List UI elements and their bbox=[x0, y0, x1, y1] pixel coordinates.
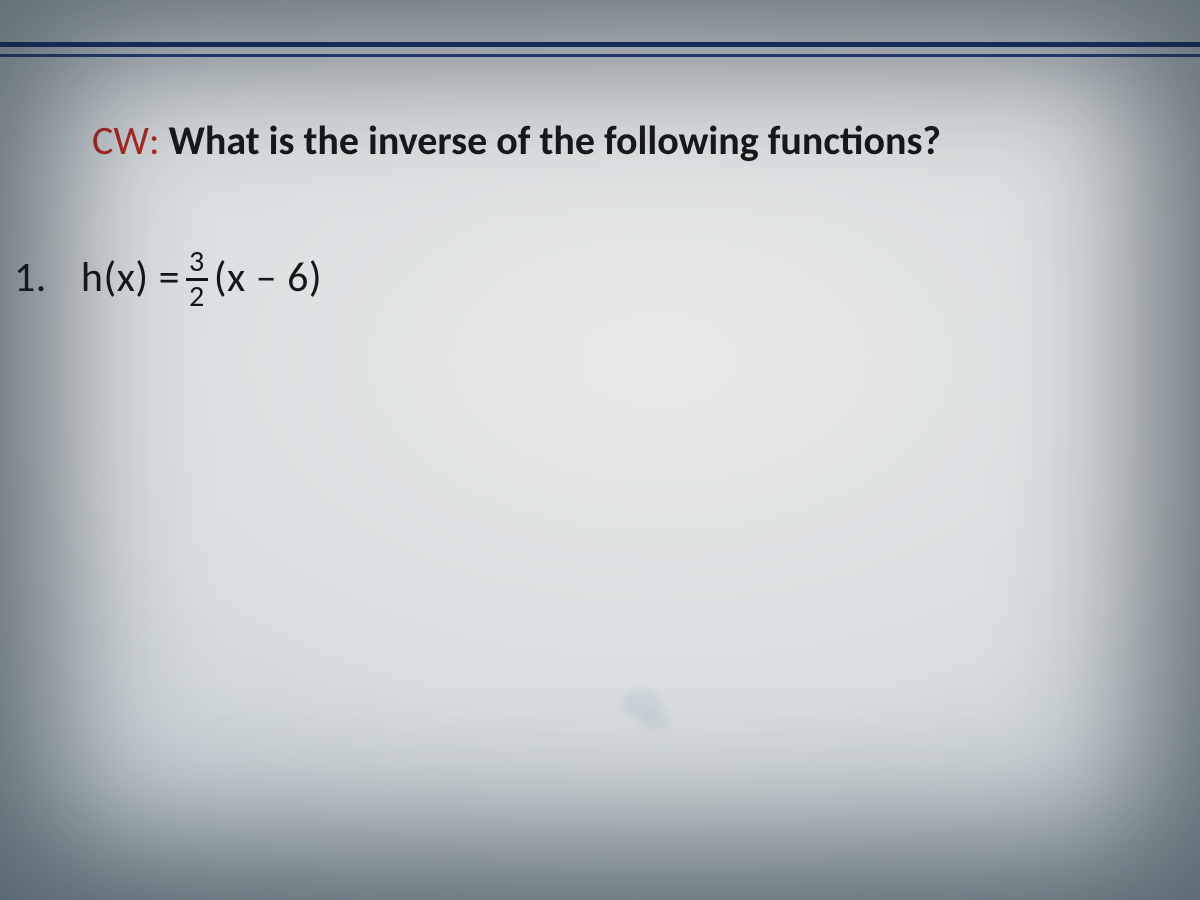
fraction-denominator: 2 bbox=[186, 281, 208, 313]
horizontal-rule-2 bbox=[0, 54, 1200, 57]
worksheet-title: CW: What is the inverse of the following… bbox=[92, 118, 941, 164]
equation-rhs: (x – 6) bbox=[214, 252, 322, 303]
problem-equation: h(x) = 3 2 (x – 6) bbox=[81, 244, 322, 310]
title-question: What is the inverse of the following fun… bbox=[160, 116, 941, 165]
problem-1: 1. h(x) = 3 2 (x – 6) bbox=[14, 244, 322, 310]
screen-smudge bbox=[640, 710, 670, 730]
fraction: 3 2 bbox=[186, 246, 208, 312]
horizontal-rule-1 bbox=[0, 42, 1200, 47]
problem-number: 1. bbox=[14, 252, 47, 303]
title-prefix: CW: bbox=[92, 116, 160, 165]
fraction-numerator: 3 bbox=[186, 246, 208, 278]
equation-lhs: h(x) = bbox=[81, 252, 180, 303]
